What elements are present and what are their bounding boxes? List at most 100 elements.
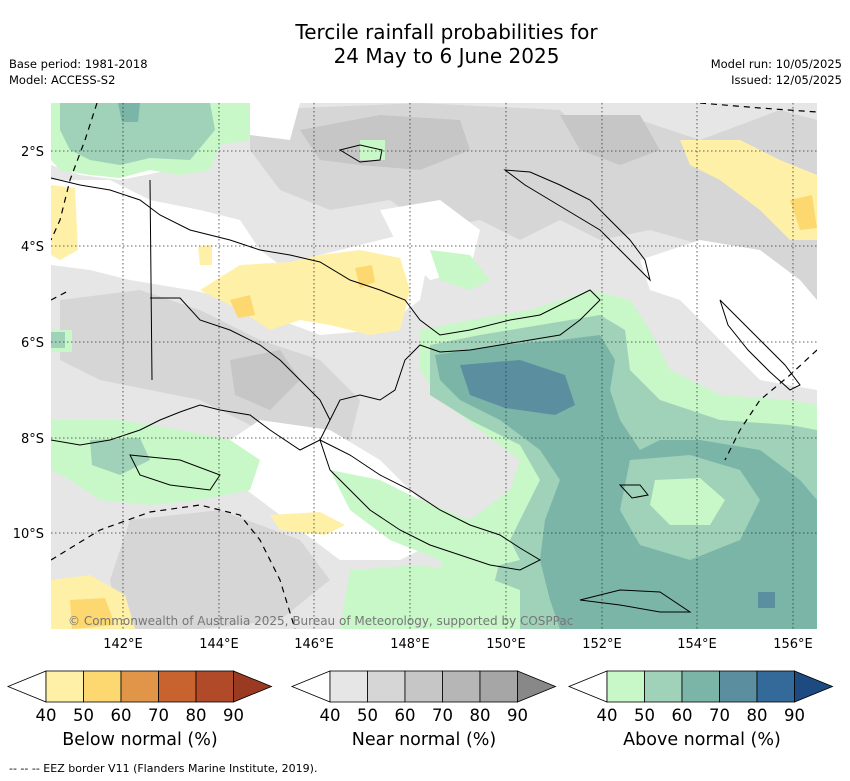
title-line-2: 24 May to 6 June 2025 (333, 44, 560, 68)
below-normal-40-west (51, 185, 78, 260)
above-normal-40-island (360, 140, 385, 160)
colorbar-near-segment (479, 670, 518, 703)
colorbar-near-segment (367, 670, 406, 703)
above-normal-fields (51, 103, 817, 629)
issued-date: Issued: 12/05/2025 (731, 73, 842, 87)
eez-border-w (51, 289, 71, 301)
eez-border-nw (51, 103, 98, 241)
near-normal-60-field-mid (230, 350, 300, 410)
meta-right: Model run: 10/05/2025 Issued: 12/05/2025 (711, 56, 842, 88)
above-normal-40-papuan-coast (330, 470, 520, 570)
colorbar-below-segment (45, 670, 84, 703)
colorbar-near-tick-label: 60 (395, 706, 416, 725)
map-title: Tercile rainfall probabilities for 24 Ma… (0, 20, 850, 68)
colorbar-below-segment (158, 670, 197, 703)
colorbar-below-tick-label: 90 (223, 706, 244, 725)
colorbar-below-upper-extend (233, 670, 273, 703)
below-normal-50-ne (790, 195, 817, 230)
bougainville-coast (719, 299, 801, 391)
below-normal-40-ne (680, 140, 817, 240)
colorbar-near-tick-label: 40 (320, 706, 341, 725)
below-normal-50-patch-w (230, 295, 255, 318)
eez-border-se (724, 349, 817, 461)
colorbar-above-tick-label: 40 (597, 706, 618, 725)
lon-label-150e: 150°E (486, 637, 526, 652)
colorbar-above-segment (681, 670, 720, 703)
below-normal-40-small (198, 245, 212, 265)
legend-title-near: Near normal (%) (351, 730, 497, 750)
below-normal-fields (51, 140, 817, 629)
lat-label-2s: 2°S (21, 145, 44, 160)
above-normal-40-inner (650, 478, 725, 525)
rossel-island-coast (618, 484, 649, 499)
colorbar-above-segment (644, 670, 683, 703)
lat-label-4s: 4°S (21, 240, 44, 255)
below-normal-40-south (270, 512, 345, 535)
colorbar-near-tick-label: 70 (432, 706, 453, 725)
colorbar-below-normal: 40 50 60 70 80 90 (6, 670, 273, 725)
above-normal-40-mid (430, 250, 490, 290)
colorbar-above-upper-extend (794, 670, 834, 703)
colorbar-above-normal: 40 50 60 70 80 90 (567, 670, 834, 725)
colorbar-below-tick-label: 70 (148, 706, 169, 725)
colorbar-near-tick-label: 90 (507, 706, 528, 725)
colorbar-below-tick-label: 60 (111, 706, 132, 725)
province-border (149, 179, 331, 421)
colorbar-above-tick-label: 80 (747, 706, 768, 725)
eez-borders (51, 103, 817, 629)
colorbar-below-tick-label: 40 (36, 706, 57, 725)
colorbar-above-tick-label: 90 (784, 706, 805, 725)
colorbar-above-segment (606, 670, 645, 703)
meta-left: Base period: 1981-2018 Model: ACCESS-S2 (9, 56, 148, 88)
colorbar-near-tick-label: 80 (470, 706, 491, 725)
lat-label-6s: 6°S (21, 336, 44, 351)
below-normal-50-patch (355, 265, 375, 288)
above-normal-50-west (51, 332, 65, 348)
new-britain-coast (503, 169, 651, 282)
lat-label-10s: 10°S (13, 527, 44, 542)
colorbar-below-lower-extend (6, 670, 47, 703)
model-run: Model run: 10/05/2025 (710, 57, 842, 71)
base-period: Base period: 1981-2018 (9, 57, 148, 71)
manus-island-coast (338, 144, 383, 163)
map-area: © Commonwealth of Australia 2025, Bureau… (51, 103, 817, 629)
lon-label-146e: 146°E (294, 637, 334, 652)
coastlines (51, 144, 801, 613)
above-normal-70-east (460, 360, 575, 415)
lon-label-144e: 144°E (199, 637, 239, 652)
colorbar-near-segment (442, 670, 481, 703)
colorbar-near-upper-extend (517, 670, 557, 703)
copyright-text: © Commonwealth of Australia 2025, Bureau… (68, 614, 573, 628)
papuan-peninsula-coast (319, 439, 542, 571)
colorbar-above-tick-label: 60 (672, 706, 693, 725)
above-normal-60-nw (118, 103, 140, 122)
colorbar-near-tick-label: 50 (357, 706, 378, 725)
lon-labels: 142°E 144°E 146°E 148°E 150°E 152°E 154°… (103, 637, 813, 652)
fly-delta-coast (129, 454, 221, 491)
colorbar-below-tick-label: 80 (186, 706, 207, 725)
lon-label-148e: 148°E (390, 637, 430, 652)
lon-label-152e: 152°E (582, 637, 622, 652)
legend-title-below: Below normal (%) (62, 730, 218, 750)
lon-label-156e: 156°E (773, 637, 813, 652)
eez-border-ne (699, 103, 817, 113)
above-normal-50-nw (60, 103, 215, 165)
colorbar-near-segment (329, 670, 368, 703)
near-normal-50-field-south (110, 510, 330, 629)
above-normal-70-se (758, 592, 775, 608)
louisiade-coast (579, 589, 692, 613)
colorbar-below-tick-label: 50 (73, 706, 94, 725)
png-mainland-coast (51, 177, 601, 451)
colorbar-below-segment (195, 670, 234, 703)
colorbar-above-segment (719, 670, 758, 703)
colorbar-above-tick-label: 70 (709, 706, 730, 725)
colorbar-above-segment (756, 670, 795, 703)
model-name: Model: ACCESS-S2 (9, 73, 116, 87)
colorbar-below-segment (120, 670, 159, 703)
colorbar-above-tick-label: 50 (634, 706, 655, 725)
colorbar-near-segment (404, 670, 443, 703)
colorbar-below-segment (83, 670, 122, 703)
near-normal-60-field-ne (560, 115, 660, 165)
lat-label-8s: 8°S (21, 432, 44, 447)
